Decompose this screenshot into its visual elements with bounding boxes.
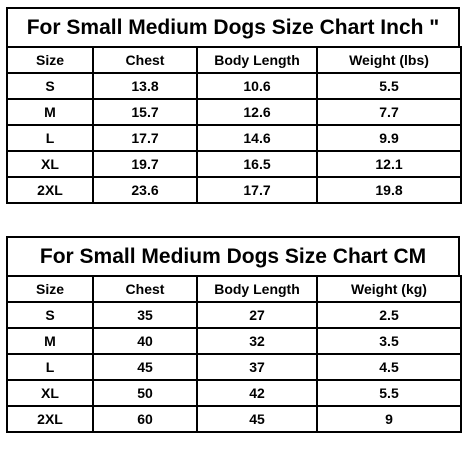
size-chart-inch: For Small Medium Dogs Size Chart Inch " … bbox=[6, 7, 462, 204]
cell-chest: 23.6 bbox=[92, 176, 198, 204]
cell-body-length: 14.6 bbox=[196, 124, 318, 152]
cell-weight: 12.1 bbox=[316, 150, 462, 178]
cell-size: S bbox=[6, 301, 94, 329]
cell-chest: 50 bbox=[92, 379, 198, 407]
cell-chest: 40 bbox=[92, 327, 198, 355]
table-row: M 40 32 3.5 bbox=[6, 327, 462, 355]
cell-body-length: 12.6 bbox=[196, 98, 318, 126]
header-row: Size Chest Body Length Weight (lbs) bbox=[6, 46, 462, 74]
cell-weight: 9.9 bbox=[316, 124, 462, 152]
cell-size: L bbox=[6, 124, 94, 152]
cell-body-length: 27 bbox=[196, 301, 318, 329]
table-row: XL 19.7 16.5 12.1 bbox=[6, 150, 462, 178]
cell-chest: 17.7 bbox=[92, 124, 198, 152]
cell-body-length: 17.7 bbox=[196, 176, 318, 204]
cell-body-length: 42 bbox=[196, 379, 318, 407]
cell-chest: 19.7 bbox=[92, 150, 198, 178]
cell-weight: 9 bbox=[316, 405, 462, 433]
cell-weight: 19.8 bbox=[316, 176, 462, 204]
header-body-length: Body Length bbox=[196, 275, 318, 303]
cell-size: XL bbox=[6, 150, 94, 178]
header-chest: Chest bbox=[92, 275, 198, 303]
cell-body-length: 37 bbox=[196, 353, 318, 381]
cell-size: XL bbox=[6, 379, 94, 407]
size-table: Size Chest Body Length Weight (lbs) S 13… bbox=[6, 46, 462, 204]
table-row: L 17.7 14.6 9.9 bbox=[6, 124, 462, 152]
size-table: Size Chest Body Length Weight (kg) S 35 … bbox=[6, 275, 462, 433]
cell-weight: 3.5 bbox=[316, 327, 462, 355]
cell-body-length: 45 bbox=[196, 405, 318, 433]
cell-body-length: 16.5 bbox=[196, 150, 318, 178]
cell-chest: 15.7 bbox=[92, 98, 198, 126]
cell-size: 2XL bbox=[6, 176, 94, 204]
table-row: S 13.8 10.6 5.5 bbox=[6, 72, 462, 100]
chart-title: For Small Medium Dogs Size Chart Inch " bbox=[6, 7, 460, 46]
cell-size: 2XL bbox=[6, 405, 94, 433]
cell-weight: 5.5 bbox=[316, 379, 462, 407]
cell-weight: 2.5 bbox=[316, 301, 462, 329]
size-chart-cm: For Small Medium Dogs Size Chart CM Size… bbox=[6, 236, 462, 433]
table-row: 2XL 23.6 17.7 19.8 bbox=[6, 176, 462, 204]
table-row: M 15.7 12.6 7.7 bbox=[6, 98, 462, 126]
header-weight: Weight (lbs) bbox=[316, 46, 462, 74]
cell-chest: 13.8 bbox=[92, 72, 198, 100]
header-weight: Weight (kg) bbox=[316, 275, 462, 303]
header-size: Size bbox=[6, 46, 94, 74]
cell-size: S bbox=[6, 72, 94, 100]
cell-size: M bbox=[6, 327, 94, 355]
table-row: 2XL 60 45 9 bbox=[6, 405, 462, 433]
cell-chest: 35 bbox=[92, 301, 198, 329]
cell-body-length: 32 bbox=[196, 327, 318, 355]
header-chest: Chest bbox=[92, 46, 198, 74]
cell-size: L bbox=[6, 353, 94, 381]
header-row: Size Chest Body Length Weight (kg) bbox=[6, 275, 462, 303]
cell-weight: 7.7 bbox=[316, 98, 462, 126]
chart-title: For Small Medium Dogs Size Chart CM bbox=[6, 236, 460, 275]
cell-weight: 5.5 bbox=[316, 72, 462, 100]
cell-size: M bbox=[6, 98, 94, 126]
header-body-length: Body Length bbox=[196, 46, 318, 74]
cell-chest: 45 bbox=[92, 353, 198, 381]
table-row: L 45 37 4.5 bbox=[6, 353, 462, 381]
cell-body-length: 10.6 bbox=[196, 72, 318, 100]
cell-chest: 60 bbox=[92, 405, 198, 433]
header-size: Size bbox=[6, 275, 94, 303]
table-row: XL 50 42 5.5 bbox=[6, 379, 462, 407]
cell-weight: 4.5 bbox=[316, 353, 462, 381]
table-row: S 35 27 2.5 bbox=[6, 301, 462, 329]
